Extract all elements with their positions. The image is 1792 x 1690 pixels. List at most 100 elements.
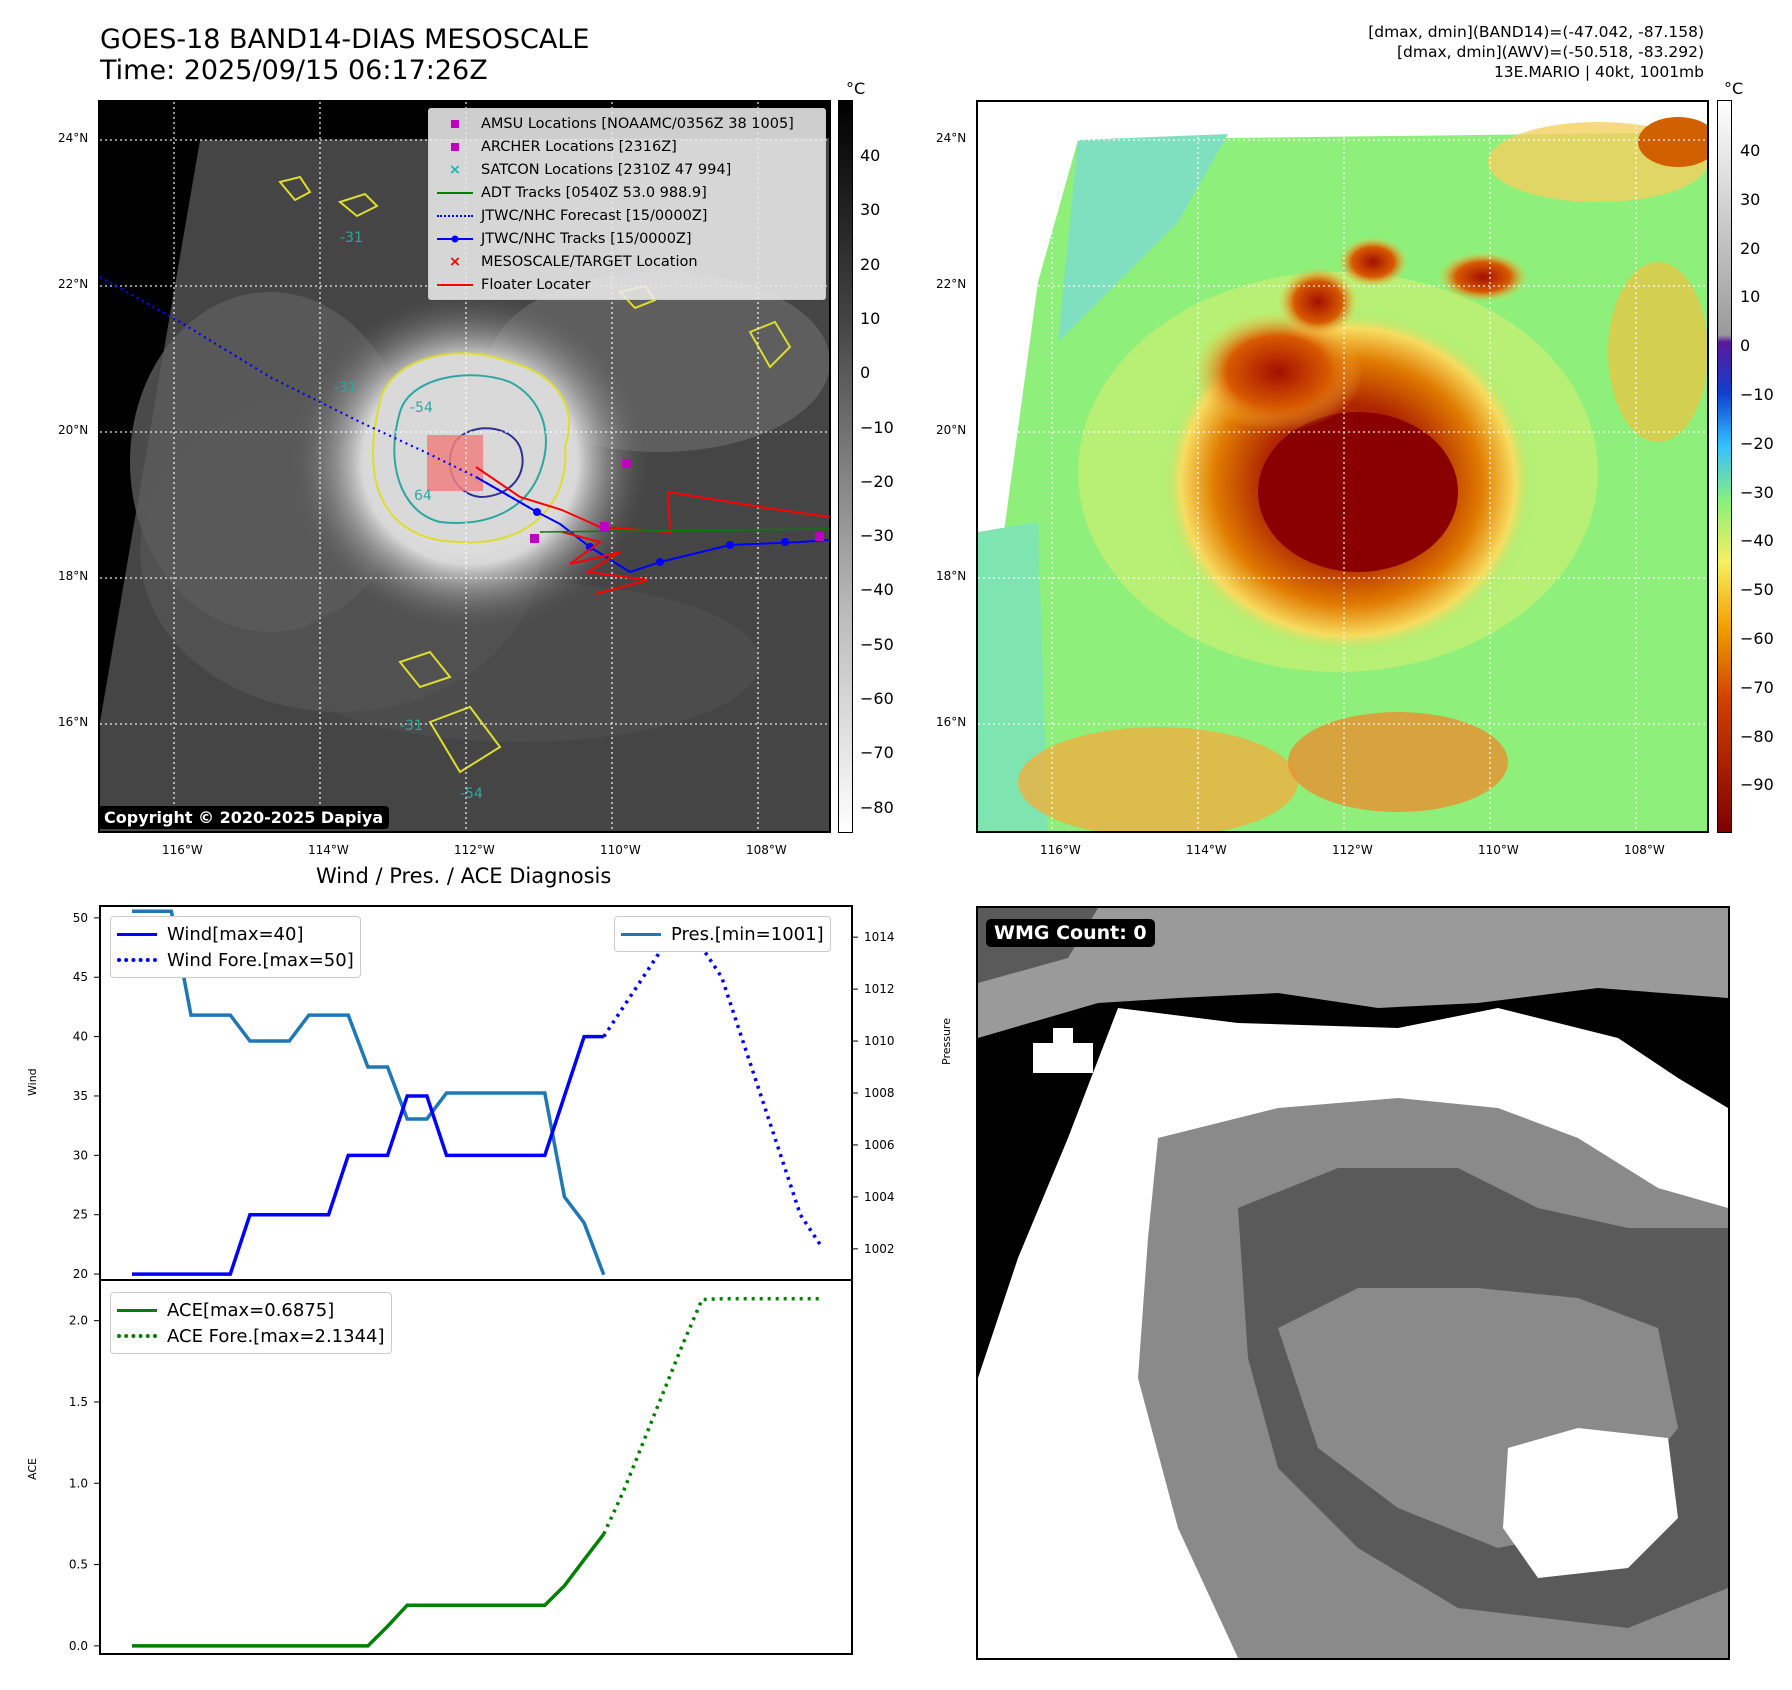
diagnosis-chart: 50 45 40 35 30 25 20 1014 1012 1010 1008 1006 1004 10… bbox=[69, 905, 895, 1655]
color-colorbar-tick: −10 bbox=[1740, 385, 1774, 404]
color-colorbar-tick: −90 bbox=[1740, 775, 1774, 795]
gray-colorbar-tick: 0 bbox=[860, 363, 871, 383]
ir-map bbox=[100, 102, 829, 831]
dotted-line-icon bbox=[117, 958, 157, 962]
wind-tick-label: 35 bbox=[73, 1089, 88, 1103]
gray-colorbar-tick: −70 bbox=[860, 743, 894, 763]
color-colorbar-tick: −50 bbox=[1740, 580, 1774, 600]
gray-colorbar-tick: 30 bbox=[860, 200, 881, 220]
ace-legend: ACE[max=0.6875] ACE Fore.[max=2.1344] bbox=[110, 1292, 392, 1354]
ace-tick-label: 1.0 bbox=[69, 1476, 88, 1490]
lat-tick-24n: 24°N bbox=[58, 131, 89, 145]
color-colorbar-tick: 0 bbox=[1740, 336, 1751, 356]
chart-title: GOES-18 BAND14-DIAS MESOSCALE bbox=[100, 24, 590, 55]
awv-map-panel bbox=[976, 100, 1709, 833]
wind-axes: 50 45 40 35 30 25 20 1014 1012 1010 1008 1006 1004 10… bbox=[73, 905, 895, 1281]
wind-tick-label: 50 bbox=[73, 911, 88, 925]
wind-tick-label: 25 bbox=[73, 1208, 88, 1222]
gray-colorbar-tick: −60 bbox=[860, 689, 894, 708]
ace-tick-label: 1.5 bbox=[69, 1395, 88, 1409]
band14-range: [dmax, dmin](BAND14)=(-47.042, -87.158) bbox=[1368, 23, 1704, 41]
ace-tick-label: 0.5 bbox=[69, 1558, 88, 1572]
contour-label: -31 bbox=[400, 718, 423, 734]
pressure-tick-label: 1002 bbox=[864, 1242, 895, 1256]
x-marker-icon: × bbox=[448, 161, 462, 178]
lon-tick-108w: 108°W bbox=[746, 843, 787, 857]
lon-tick-116w: 116°W bbox=[162, 843, 203, 857]
ace-series-line bbox=[602, 1297, 820, 1535]
wind-tick-label: 45 bbox=[73, 970, 88, 984]
color-colorbar-tick: −80 bbox=[1740, 726, 1774, 746]
color-colorbar-tick: −40 bbox=[1740, 531, 1774, 551]
wmg-count-badge: WMG Count: 0 bbox=[986, 919, 1155, 947]
legend-item-amsu: AMSU Locations [NOAAMC/0356Z 38 1005] bbox=[429, 112, 825, 135]
dotted-line-icon bbox=[117, 1334, 157, 1338]
dotted-line-icon bbox=[429, 214, 481, 217]
color-colorbar-tick: −30 bbox=[1740, 482, 1774, 502]
lon-tick-110w: 110°W bbox=[1478, 843, 1519, 857]
gray-colorbar-tick: −50 bbox=[860, 634, 894, 654]
line-marker-icon bbox=[429, 191, 481, 194]
legend-item-adt: ADT Tracks [0540Z 53.0 988.9] bbox=[429, 181, 825, 204]
pressure-tick-label: 1014 bbox=[864, 930, 895, 944]
gray-colorbar-tick: 10 bbox=[860, 308, 881, 328]
lon-tick-114w: 114°W bbox=[1186, 843, 1227, 857]
gray-colorbar-unit: °C bbox=[846, 79, 866, 98]
gray-colorbar-tick: −40 bbox=[860, 580, 894, 600]
color-colorbar-tick: 30 bbox=[1740, 189, 1761, 209]
lon-tick-114w: 114°W bbox=[308, 843, 349, 857]
contour-label: -31 bbox=[340, 230, 363, 246]
color-colorbar-tick: −60 bbox=[1740, 629, 1774, 648]
color-colorbar-tick: 40 bbox=[1740, 141, 1761, 160]
awv-map bbox=[978, 102, 1707, 831]
map-legend: AMSU Locations [NOAAMC/0356Z 38 1005] AR… bbox=[428, 108, 826, 300]
lat-tick-16n: 16°N bbox=[936, 715, 967, 729]
ace-series-line bbox=[132, 1533, 606, 1648]
awv-range: [dmax, dmin](AWV)=(-50.518, -83.292) bbox=[1397, 43, 1704, 61]
gray-colorbar-tick: −30 bbox=[860, 526, 894, 546]
lon-tick-116w: 116°W bbox=[1040, 843, 1081, 857]
square-marker-icon bbox=[429, 119, 481, 128]
contour-label: -54 bbox=[410, 400, 433, 416]
copyright-badge: Copyright © 2020-2025 Dapiya bbox=[98, 806, 390, 829]
pressure-series-line bbox=[132, 909, 606, 1276]
gray-colorbar-tick: −80 bbox=[860, 797, 894, 817]
legend-item-archer: ARCHER Locations [2316Z] bbox=[429, 135, 825, 158]
ace-frame bbox=[99, 1279, 853, 1655]
pressure-tick-label: 1006 bbox=[864, 1138, 895, 1152]
line-marker-icon bbox=[429, 283, 481, 286]
ace-axes: 2.0 1.5 1.0 0.5 0.0 bbox=[69, 1279, 853, 1655]
lat-tick-16n: 16°N bbox=[58, 715, 89, 729]
line-dot-icon bbox=[429, 234, 481, 244]
color-colorbar-tick: −20 bbox=[1740, 433, 1774, 453]
diagnosis-title: Wind / Pres. / ACE Diagnosis bbox=[316, 864, 612, 888]
color-colorbar-tick: 10 bbox=[1740, 287, 1761, 307]
wind-series-line bbox=[132, 1034, 604, 1276]
gray-colorbar bbox=[838, 100, 853, 833]
legend-item-floater: Floater Locater bbox=[429, 273, 825, 296]
solid-line-icon bbox=[117, 932, 157, 936]
legend-item-target: × MESOSCALE/TARGET Location bbox=[429, 250, 825, 273]
lat-tick-22n: 22°N bbox=[936, 277, 967, 291]
wind-series-line bbox=[602, 914, 822, 1246]
gray-colorbar-tick: 20 bbox=[860, 254, 881, 274]
lat-tick-18n: 18°N bbox=[58, 569, 89, 583]
contour-label: -54 bbox=[460, 786, 483, 802]
chart-time: Time: 2025/09/15 06:17:26Z bbox=[100, 55, 488, 86]
wind-tick-label: 20 bbox=[73, 1267, 88, 1281]
lat-tick-22n: 22°N bbox=[58, 277, 89, 291]
color-colorbar-tick: 20 bbox=[1740, 238, 1761, 258]
x-marker-icon: × bbox=[448, 253, 462, 270]
gray-colorbar-tick: 40 bbox=[860, 146, 881, 165]
ace-axis-label: ACE bbox=[26, 1458, 39, 1480]
pressure-axis-label: Pressure bbox=[940, 1018, 953, 1065]
lon-tick-112w: 112°W bbox=[454, 843, 495, 857]
legend-item-tracks: JTWC/NHC Tracks [15/0000Z] bbox=[429, 227, 825, 250]
lon-tick-112w: 112°W bbox=[1332, 843, 1373, 857]
lon-tick-108w: 108°W bbox=[1624, 843, 1665, 857]
lat-tick-20n: 20°N bbox=[58, 423, 89, 437]
lat-tick-24n: 24°N bbox=[936, 131, 967, 145]
storm-info: 13E.MARIO | 40kt, 1001mb bbox=[1493, 63, 1704, 81]
legend-item-forecast: JTWC/NHC Forecast [15/0000Z] bbox=[429, 204, 825, 227]
pressure-tick-label: 1010 bbox=[864, 1034, 895, 1048]
